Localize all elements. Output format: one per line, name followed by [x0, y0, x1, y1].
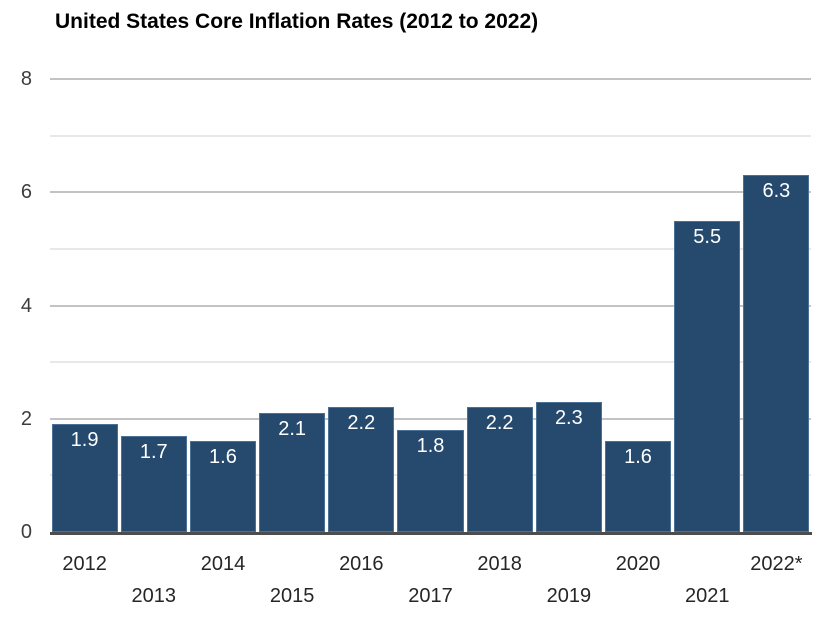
- bar-value-label: 6.3: [762, 180, 791, 203]
- major-gridline: [50, 304, 811, 307]
- bar-value-label: 1.6: [624, 446, 652, 469]
- y-tick-label: 2: [20, 407, 32, 430]
- major-gridline: [50, 78, 811, 80]
- x-tick-label: 2015: [269, 585, 315, 607]
- bar-value-label: 2.3: [554, 406, 583, 429]
- x-tick-label: 2021: [684, 585, 730, 607]
- y-tick-label: 0: [20, 521, 32, 543]
- bar-value-label: 2.2: [347, 412, 376, 435]
- bar: [189, 441, 257, 532]
- bar: [259, 413, 326, 532]
- bar: [604, 441, 672, 532]
- bar-value-label: 2.1: [278, 418, 307, 441]
- bar-value-label: 1.7: [139, 440, 168, 463]
- chart-title: United States Core Inflation Rates (2012…: [55, 10, 539, 33]
- x-tick-label: 2022*: [750, 553, 803, 575]
- x-tick-label: 2019: [546, 585, 592, 607]
- y-tick-label: 8: [20, 68, 32, 90]
- x-tick-label: 2014: [200, 553, 246, 575]
- bar: [535, 401, 602, 532]
- bar: [743, 175, 810, 532]
- bar-value-label: 1.8: [416, 435, 445, 458]
- y-tick-label: 4: [20, 294, 32, 317]
- bar: [120, 435, 187, 532]
- x-axis-line: [50, 532, 812, 535]
- minor-gridline: [50, 134, 811, 137]
- bar: [328, 407, 395, 532]
- major-gridline: [50, 417, 811, 420]
- bar: [674, 220, 741, 532]
- bar: [397, 430, 464, 532]
- x-tick-label: 2017: [408, 585, 453, 607]
- y-tick-label: 6: [20, 181, 32, 204]
- x-tick-label: 2013: [131, 585, 177, 607]
- major-gridline: [50, 191, 811, 194]
- bar-value-label: 1.9: [70, 429, 99, 452]
- x-tick-label: 2016: [339, 553, 384, 575]
- bar-value-label: 2.2: [485, 412, 514, 435]
- x-tick-label: 2020: [615, 553, 661, 575]
- bar-value-label: 1.6: [209, 446, 237, 469]
- minor-gridline: [50, 247, 811, 250]
- x-tick-label: 2018: [477, 553, 522, 575]
- x-tick-label: 2012: [62, 553, 107, 575]
- minor-gridline: [50, 361, 811, 364]
- bar-value-label: 5.5: [693, 225, 722, 248]
- bar: [51, 424, 118, 532]
- bar: [466, 407, 533, 532]
